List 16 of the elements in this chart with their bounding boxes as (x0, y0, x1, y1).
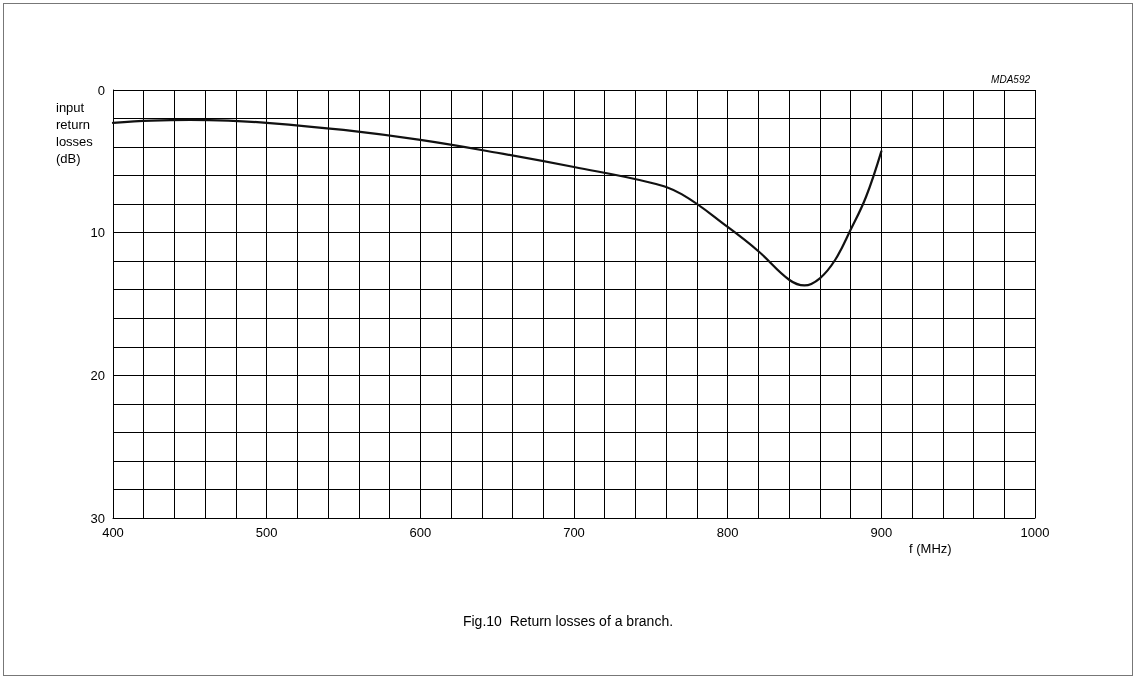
x-tick-label: 1000 (1020, 525, 1050, 540)
x-tick-label: 400 (102, 525, 124, 540)
y-tick-label: 10 (90, 225, 105, 241)
y-tick-label: 0 (97, 82, 105, 98)
text: Fig.10 Return losses of a branch. (462, 613, 674, 629)
y-axis-title: input return losses (dB) (56, 100, 94, 166)
x-tick-label: 700 (563, 525, 585, 540)
text: MDA592 (991, 73, 1031, 85)
x-tick-label: 500 (255, 525, 278, 540)
x-tick-label: 600 (409, 525, 432, 540)
y-tick-label: 30 (90, 510, 105, 526)
y-tick-label: 20 (90, 367, 105, 383)
x-tick-label: 800 (716, 525, 739, 540)
line-series (111, 118, 883, 287)
x-axis-title: f (MHz) (909, 541, 952, 556)
x-tick-label: 900 (870, 525, 893, 540)
